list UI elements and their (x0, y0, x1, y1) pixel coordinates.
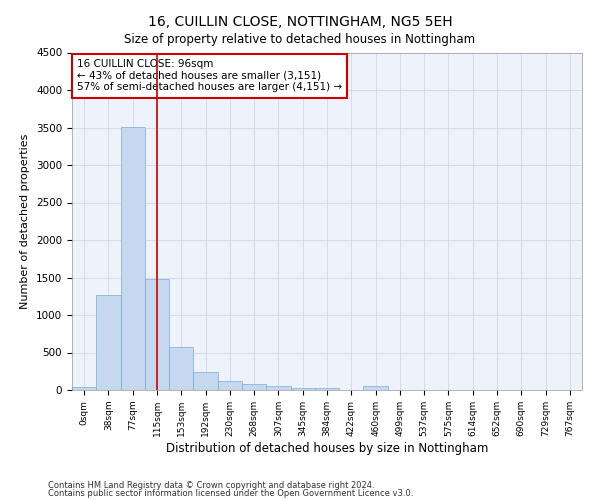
Bar (290, 388, 315, 390)
Bar (145, 279, 169, 390)
Text: Contains HM Land Registry data © Crown copyright and database right 2024.: Contains HM Land Registry data © Crown c… (48, 480, 374, 490)
Bar (218, 382, 242, 390)
Bar (169, 347, 193, 390)
Text: Size of property relative to detached houses in Nottingham: Size of property relative to detached ho… (124, 32, 476, 46)
Text: 16, CUILLIN CLOSE, NOTTINGHAM, NG5 5EH: 16, CUILLIN CLOSE, NOTTINGHAM, NG5 5EH (148, 15, 452, 29)
Bar (242, 384, 266, 390)
Y-axis label: Number of detached properties: Number of detached properties (20, 134, 31, 309)
Bar (121, 126, 145, 390)
Text: Contains public sector information licensed under the Open Government Licence v3: Contains public sector information licen… (48, 489, 413, 498)
Bar (364, 386, 388, 390)
Text: 16 CUILLIN CLOSE: 96sqm
← 43% of detached houses are smaller (3,151)
57% of semi: 16 CUILLIN CLOSE: 96sqm ← 43% of detache… (77, 59, 342, 92)
Bar (72, 387, 96, 390)
Bar (315, 388, 339, 390)
Bar (266, 386, 290, 390)
X-axis label: Distribution of detached houses by size in Nottingham: Distribution of detached houses by size … (166, 442, 488, 454)
Bar (193, 372, 218, 390)
Bar (96, 294, 121, 390)
